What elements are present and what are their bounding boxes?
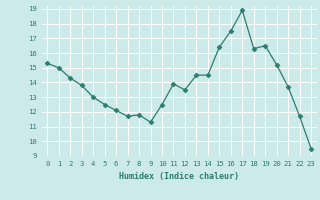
X-axis label: Humidex (Indice chaleur): Humidex (Indice chaleur) [119, 172, 239, 181]
